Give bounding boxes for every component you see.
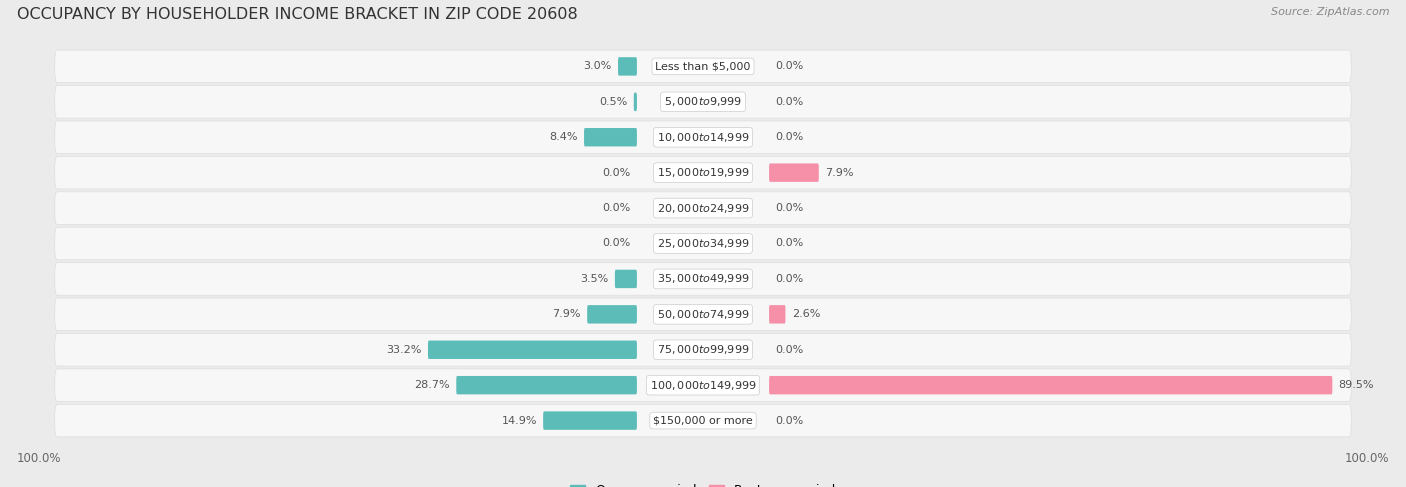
FancyBboxPatch shape xyxy=(769,164,818,182)
FancyBboxPatch shape xyxy=(769,305,786,323)
Text: $25,000 to $34,999: $25,000 to $34,999 xyxy=(657,237,749,250)
Legend: Owner-occupied, Renter-occupied: Owner-occupied, Renter-occupied xyxy=(565,479,841,487)
Text: 0.0%: 0.0% xyxy=(602,239,631,248)
Text: $5,000 to $9,999: $5,000 to $9,999 xyxy=(664,95,742,108)
Text: 7.9%: 7.9% xyxy=(553,309,581,319)
Text: $15,000 to $19,999: $15,000 to $19,999 xyxy=(657,166,749,179)
Text: 0.0%: 0.0% xyxy=(775,415,804,426)
FancyBboxPatch shape xyxy=(55,334,1351,366)
Text: Source: ZipAtlas.com: Source: ZipAtlas.com xyxy=(1271,7,1389,18)
Text: 0.0%: 0.0% xyxy=(775,274,804,284)
Text: OCCUPANCY BY HOUSEHOLDER INCOME BRACKET IN ZIP CODE 20608: OCCUPANCY BY HOUSEHOLDER INCOME BRACKET … xyxy=(17,7,578,22)
FancyBboxPatch shape xyxy=(55,404,1351,437)
Text: 0.0%: 0.0% xyxy=(775,239,804,248)
Text: 28.7%: 28.7% xyxy=(415,380,450,390)
Text: $20,000 to $24,999: $20,000 to $24,999 xyxy=(657,202,749,215)
FancyBboxPatch shape xyxy=(543,412,637,430)
Text: 14.9%: 14.9% xyxy=(502,415,537,426)
Text: Less than $5,000: Less than $5,000 xyxy=(655,61,751,72)
Text: 89.5%: 89.5% xyxy=(1339,380,1374,390)
Text: $100,000 to $149,999: $100,000 to $149,999 xyxy=(650,379,756,392)
FancyBboxPatch shape xyxy=(634,93,637,111)
Text: 3.0%: 3.0% xyxy=(583,61,612,72)
FancyBboxPatch shape xyxy=(55,227,1351,260)
FancyBboxPatch shape xyxy=(588,305,637,323)
Text: $150,000 or more: $150,000 or more xyxy=(654,415,752,426)
Text: 2.6%: 2.6% xyxy=(792,309,820,319)
Text: 0.0%: 0.0% xyxy=(602,203,631,213)
Text: $75,000 to $99,999: $75,000 to $99,999 xyxy=(657,343,749,356)
FancyBboxPatch shape xyxy=(55,298,1351,331)
Text: 0.0%: 0.0% xyxy=(775,132,804,142)
Text: 33.2%: 33.2% xyxy=(387,345,422,355)
FancyBboxPatch shape xyxy=(55,369,1351,401)
FancyBboxPatch shape xyxy=(55,262,1351,295)
FancyBboxPatch shape xyxy=(457,376,637,394)
FancyBboxPatch shape xyxy=(583,128,637,147)
Text: 0.0%: 0.0% xyxy=(775,61,804,72)
FancyBboxPatch shape xyxy=(55,50,1351,83)
Text: 0.0%: 0.0% xyxy=(775,345,804,355)
Text: 7.9%: 7.9% xyxy=(825,168,853,178)
FancyBboxPatch shape xyxy=(614,270,637,288)
Text: $10,000 to $14,999: $10,000 to $14,999 xyxy=(657,131,749,144)
Text: 0.0%: 0.0% xyxy=(775,97,804,107)
Text: 100.0%: 100.0% xyxy=(1344,452,1389,465)
FancyBboxPatch shape xyxy=(55,192,1351,225)
Text: 0.5%: 0.5% xyxy=(599,97,627,107)
Text: 3.5%: 3.5% xyxy=(581,274,609,284)
Text: $50,000 to $74,999: $50,000 to $74,999 xyxy=(657,308,749,321)
FancyBboxPatch shape xyxy=(769,376,1333,394)
FancyBboxPatch shape xyxy=(55,121,1351,153)
Text: 8.4%: 8.4% xyxy=(550,132,578,142)
FancyBboxPatch shape xyxy=(427,340,637,359)
FancyBboxPatch shape xyxy=(55,156,1351,189)
Text: 0.0%: 0.0% xyxy=(775,203,804,213)
Text: $35,000 to $49,999: $35,000 to $49,999 xyxy=(657,272,749,285)
Text: 100.0%: 100.0% xyxy=(17,452,62,465)
FancyBboxPatch shape xyxy=(55,86,1351,118)
FancyBboxPatch shape xyxy=(619,57,637,75)
Text: 0.0%: 0.0% xyxy=(602,168,631,178)
